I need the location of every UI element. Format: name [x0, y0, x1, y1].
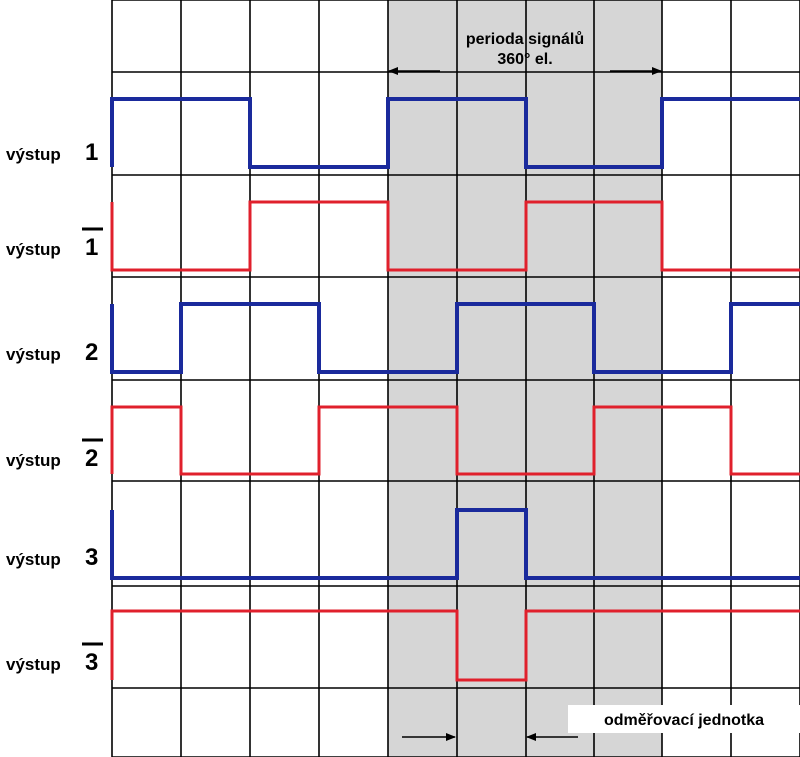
signal-label-number: 3: [85, 649, 98, 676]
unit-label: odměřovací jednotka: [604, 712, 764, 729]
signal-label-word: výstup: [6, 145, 61, 164]
signal-trace-5: [110, 508, 800, 580]
signal-trace-6: [110, 609, 800, 682]
signal-label: výstup 1: [6, 227, 103, 261]
period-annotation: perioda signálů 360° el.: [388, 31, 662, 75]
signal-label-number: 3: [85, 544, 98, 571]
period-subtitle: 360° el.: [497, 51, 552, 68]
signal-traces: [110, 97, 800, 682]
signal-label-word: výstup: [6, 451, 61, 470]
period-title: perioda signálů: [466, 31, 584, 48]
signal-label: výstup 3: [6, 544, 98, 571]
signal-label-word: výstup: [6, 345, 61, 364]
signal-label-number: 2: [85, 445, 98, 472]
signal-label: výstup 2: [6, 438, 103, 472]
signal-label-word: výstup: [6, 240, 61, 259]
signal-trace-4: [110, 405, 800, 476]
signal-label-word: výstup: [6, 655, 61, 674]
signal-trace-1: [110, 97, 800, 169]
signal-label-number: 1: [85, 139, 98, 166]
signal-label-number: 1: [85, 234, 98, 261]
signal-label-number: 2: [85, 339, 98, 366]
signal-trace-3: [110, 302, 800, 374]
signal-label: výstup 2: [6, 339, 98, 366]
signal-trace-2: [110, 200, 800, 272]
signal-label: výstup 1: [6, 139, 98, 166]
signal-label: výstup 3: [6, 642, 103, 676]
unit-label-bg: [568, 705, 800, 733]
measuring-unit-annotation: odměřovací jednotka: [402, 705, 800, 741]
signal-label-word: výstup: [6, 550, 61, 569]
